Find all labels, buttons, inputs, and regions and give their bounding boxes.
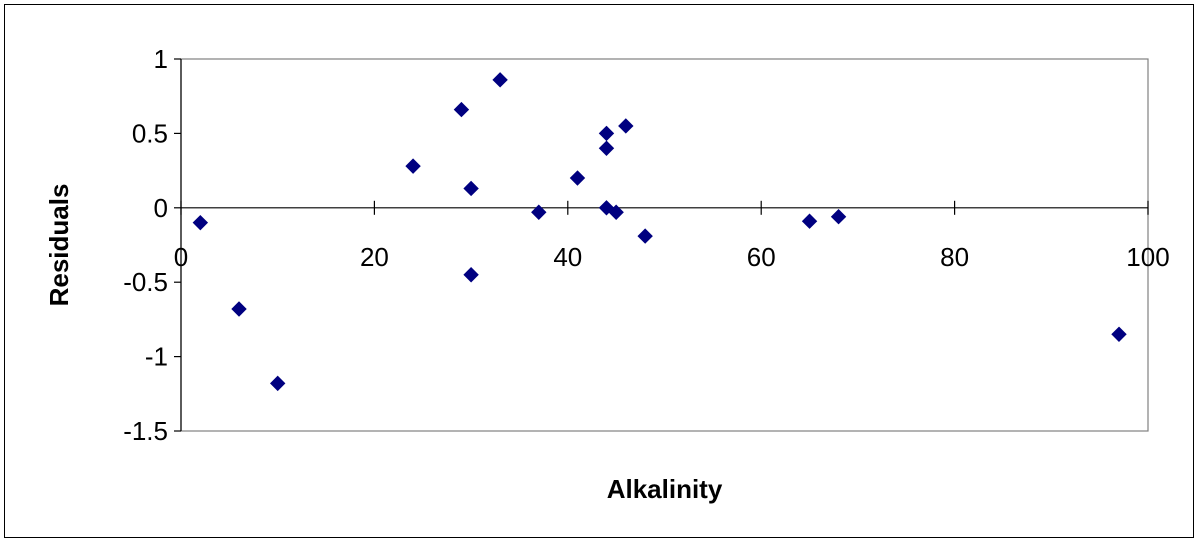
data-point [830,209,847,225]
x-tick-label: 60 [747,242,776,272]
data-point [618,118,634,134]
data-point [453,101,470,118]
y-tick-label: -1 [145,342,168,372]
data-point [463,267,479,283]
data-point [598,140,615,156]
x-tick-label: 20 [360,242,389,272]
data-point [637,228,653,244]
y-tick-label: -1.5 [123,416,168,446]
data-point [269,375,286,392]
data-point [531,204,547,220]
y-axis-title: Residuals [44,184,74,307]
chart-area [4,4,1194,538]
x-tick-label: 40 [553,242,582,272]
data-point [569,170,586,186]
data-point [405,158,421,174]
y-tick-label: 0 [154,193,168,223]
plot-area-border [180,58,1149,432]
data-point [1111,326,1127,342]
x-tick-label: 100 [1126,242,1169,272]
data-point [598,125,615,142]
y-tick-label: 0.5 [132,118,168,148]
x-tick-label: 80 [940,242,969,272]
data-point [463,180,479,197]
data-point [492,72,508,88]
data-point [608,204,624,220]
data-point [192,214,209,231]
x-axis-title: Alkalinity [607,474,723,504]
data-point [231,301,247,317]
y-tick-label: -0.5 [123,267,168,297]
data-point [801,213,818,229]
y-tick-label: 1 [154,44,168,74]
x-tick-label: 0 [174,242,188,272]
